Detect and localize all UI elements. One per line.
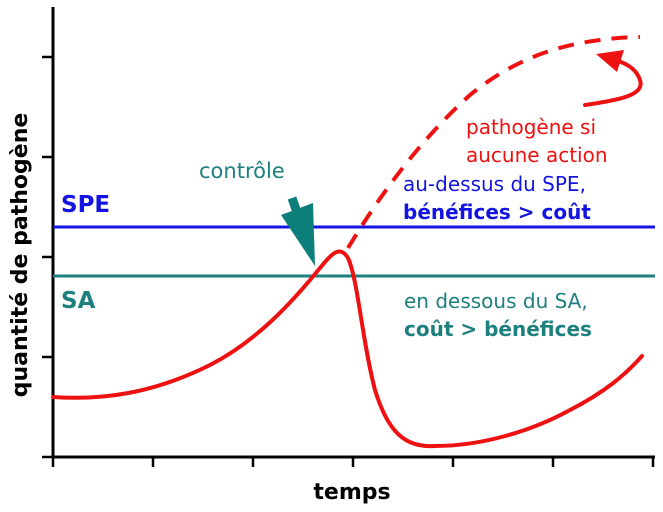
no-action-label-line2: aucune action xyxy=(466,143,608,167)
spe-note-line2: bénéfices > coût xyxy=(403,200,591,224)
spe-label: SPE xyxy=(61,192,110,218)
x-axis-label: temps xyxy=(313,480,390,505)
no-action-label-line1: pathogène si xyxy=(466,115,596,139)
sa-note-line2: coût > bénéfices xyxy=(404,317,592,341)
control-label: contrôle xyxy=(199,159,285,183)
sa-note-line1: en dessous du SA, xyxy=(404,289,588,313)
control-arrow xyxy=(281,196,315,266)
no-action-arrowhead xyxy=(596,50,624,72)
pathogen-curve xyxy=(51,249,644,449)
spe-note-line1: au-dessus du SPE, xyxy=(403,172,586,196)
y-axis-label: quantité de pathogène xyxy=(8,113,33,398)
sa-label: SA xyxy=(61,288,96,314)
y-ticks xyxy=(42,55,53,459)
x-ticks xyxy=(51,457,655,467)
no-action-pointer-arrow xyxy=(583,56,643,107)
